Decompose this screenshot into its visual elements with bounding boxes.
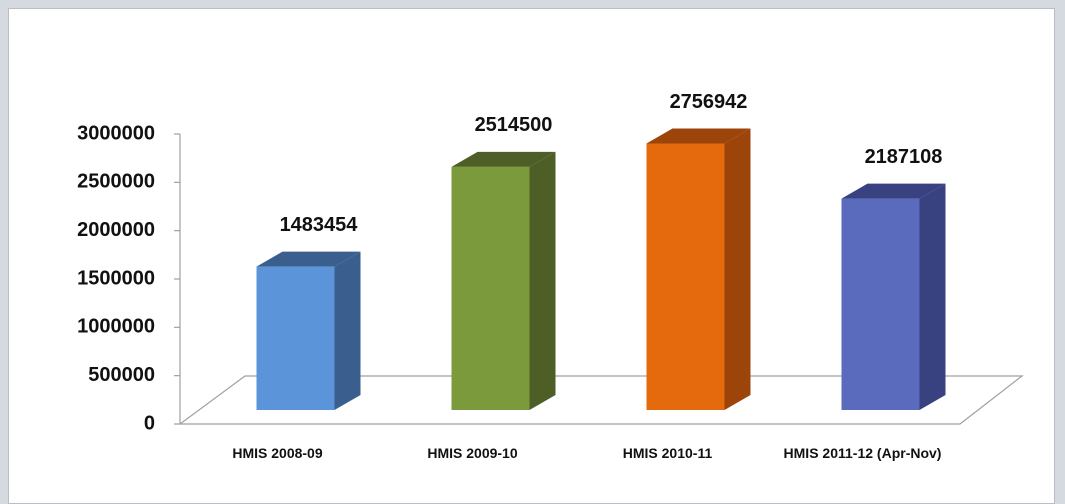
value-label: 2187108 xyxy=(865,146,943,168)
bar xyxy=(841,198,920,410)
x-tick-label: HMIS 2009-10 xyxy=(427,445,518,461)
bar-side xyxy=(919,183,946,410)
value-label: 2514500 xyxy=(475,114,553,136)
bar-top xyxy=(646,128,751,144)
bar-top xyxy=(841,183,946,199)
x-tick-label: HMIS 2008-09 xyxy=(232,445,323,461)
y-tick-label: 1500000 xyxy=(77,267,155,289)
bar-side xyxy=(724,128,751,410)
floor xyxy=(178,375,1024,425)
y-tick-label: 1000000 xyxy=(77,316,155,338)
value-label: 1483454 xyxy=(280,214,359,236)
value-label: 2756942 xyxy=(670,91,748,113)
y-tick-label: 2500000 xyxy=(77,171,155,193)
bar xyxy=(256,266,335,410)
x-tick-label: HMIS 2011-12 (Apr-Nov) xyxy=(783,445,942,461)
bar xyxy=(451,166,530,410)
y-tick-label: 0 xyxy=(144,412,155,434)
bar-top xyxy=(256,251,361,267)
bar-side xyxy=(529,151,556,410)
bar-top xyxy=(451,151,556,167)
y-tick-label: 500000 xyxy=(88,364,155,386)
bar xyxy=(646,143,725,410)
y-tick-label: 2000000 xyxy=(77,219,155,241)
y-tick-label: 3000000 xyxy=(77,122,155,144)
x-tick-label: HMIS 2010-11 xyxy=(622,445,713,461)
bar-side xyxy=(334,251,361,410)
